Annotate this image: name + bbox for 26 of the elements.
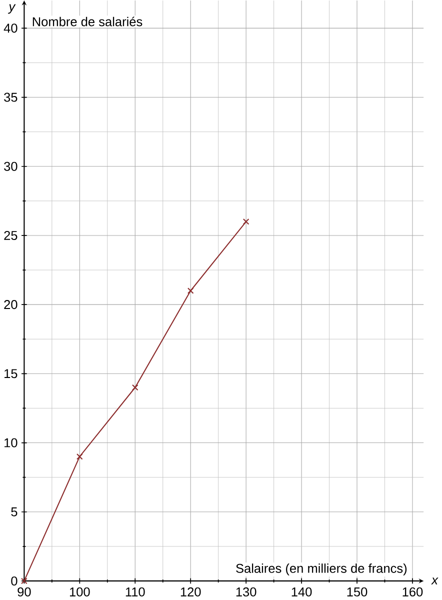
x-tick-label: 130 — [236, 587, 256, 596]
x-axis-title: Salaires (en milliers de francs) — [236, 564, 407, 576]
y-tick-label: 5 — [11, 507, 18, 516]
x-tick-label: 140 — [292, 587, 312, 596]
y-tick-label: 40 — [4, 24, 18, 33]
point — [76, 453, 84, 460]
text: x — [431, 578, 439, 584]
y-tick-label: 30 — [4, 162, 18, 171]
x-tick-label: 120 — [181, 587, 201, 596]
y-tick-label: 10 — [4, 438, 18, 448]
y-tick-label: 15 — [4, 369, 18, 378]
y-tick-label: 35 — [4, 92, 18, 102]
x-tick-label: 150 — [348, 587, 368, 596]
point — [132, 384, 139, 391]
y-axis-title: Nombre de salariés — [33, 16, 142, 26]
x-tick-label: 160 — [403, 587, 423, 596]
y-tick-label: 0 — [11, 576, 18, 586]
x-tick-label: 100 — [70, 587, 90, 596]
point — [243, 218, 250, 225]
text: y — [8, 4, 16, 14]
y-tick-label: 25 — [4, 230, 18, 240]
point — [21, 578, 28, 584]
x-tick-label: 90 — [18, 587, 32, 596]
x-tick-label: 110 — [126, 587, 146, 596]
y-tick-label: 20 — [4, 300, 18, 310]
point — [188, 288, 194, 294]
